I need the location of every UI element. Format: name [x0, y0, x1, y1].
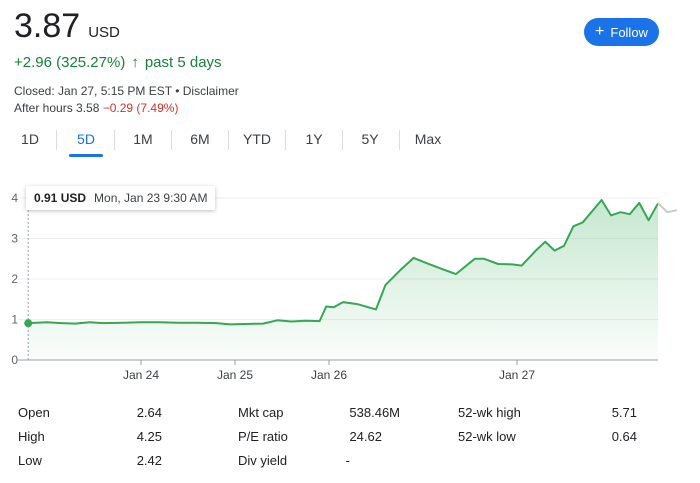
- tab-1m[interactable]: 1M: [133, 131, 153, 147]
- x-tick-label: Jan 26: [311, 368, 347, 382]
- stat-value: 5.71: [611, 405, 637, 420]
- stat-value: 24.62: [349, 429, 382, 444]
- stat-value: 538.46M: [349, 405, 400, 420]
- tooltip-time: Mon, Jan 23 9:30 AM: [94, 191, 208, 205]
- after-hours-change: −0.29 (7.49%): [102, 101, 179, 115]
- y-tick-label: 2: [11, 272, 18, 286]
- tab-divider: [114, 130, 115, 150]
- tab-1d[interactable]: 1D: [21, 131, 39, 147]
- stat-label: 52-wk high: [458, 405, 521, 420]
- stat-label: Div yield: [238, 453, 288, 468]
- stat-label: 52-wk low: [458, 429, 516, 444]
- plus-icon: +: [595, 23, 605, 40]
- price-chart[interactable]: 0 1 2 3 4 Jan 24 Jan 25 Jan 26 Jan 27: [0, 170, 700, 390]
- stat-value: -: [345, 453, 350, 468]
- tab-divider: [228, 130, 229, 150]
- stat-value: 2.42: [136, 453, 162, 468]
- tab-5y[interactable]: 5Y: [361, 131, 379, 147]
- price-line: [28, 199, 659, 326]
- stat-value: 0.64: [611, 429, 637, 444]
- quote-header: 3.87 USD: [14, 6, 120, 46]
- after-hours-price: After hours 3.58: [14, 101, 100, 115]
- y-axis-ticks: 0 1 2 3 4: [11, 191, 18, 367]
- y-tick-label: 0: [11, 353, 18, 367]
- after-hours-line: [657, 202, 678, 214]
- tooltip-value: 0.91 USD: [34, 191, 87, 205]
- stat-label: Low: [18, 453, 42, 468]
- hover-tooltip: 0.91 USD Mon, Jan 23 9:30 AM: [26, 186, 216, 210]
- stat-label: High: [18, 429, 45, 444]
- x-tick-label: Jan 25: [217, 368, 253, 382]
- tab-divider: [56, 130, 57, 150]
- follow-label: Follow: [610, 24, 648, 40]
- y-tick-label: 1: [11, 313, 18, 327]
- arrow-up-icon: ↑: [131, 54, 139, 71]
- change-value: +2.96 (325.27%): [14, 54, 126, 71]
- stat-label: Open: [18, 405, 50, 420]
- change-period: past 5 days: [144, 54, 222, 71]
- price-area-fill: [28, 200, 658, 360]
- currency-label: USD: [88, 24, 120, 41]
- follow-button[interactable]: + Follow: [584, 18, 659, 46]
- x-tick-label: Jan 24: [123, 368, 159, 382]
- tab-divider: [342, 130, 343, 150]
- tab-divider: [171, 130, 172, 150]
- tab-ytd[interactable]: YTD: [243, 131, 271, 147]
- stat-label: Mkt cap: [238, 405, 284, 420]
- price-change: +2.96 (325.27%) ↑ past 5 days: [14, 54, 222, 71]
- active-tab-indicator: [69, 154, 103, 157]
- after-hours-info: After hours 3.58 −0.29 (7.49%): [14, 101, 178, 115]
- hover-point: [24, 319, 33, 328]
- tab-5d[interactable]: 5D: [77, 131, 95, 147]
- stat-value: 2.64: [136, 405, 162, 420]
- closed-info: Closed: Jan 27, 5:15 PM EST • Disclaimer: [14, 84, 239, 98]
- y-tick-label: 3: [11, 232, 18, 246]
- y-tick-label: 4: [11, 191, 18, 205]
- tab-max[interactable]: Max: [414, 131, 442, 147]
- tab-divider: [285, 130, 286, 150]
- current-price: 3.87: [14, 7, 81, 45]
- stat-value: 4.25: [136, 429, 162, 444]
- x-tick-label: Jan 27: [499, 368, 535, 382]
- tab-6m[interactable]: 6M: [190, 131, 210, 147]
- tab-divider: [399, 130, 400, 150]
- stat-label: P/E ratio: [238, 429, 288, 444]
- tab-1y[interactable]: 1Y: [305, 131, 323, 147]
- x-axis-ticks: Jan 24 Jan 25 Jan 26 Jan 27: [123, 360, 535, 382]
